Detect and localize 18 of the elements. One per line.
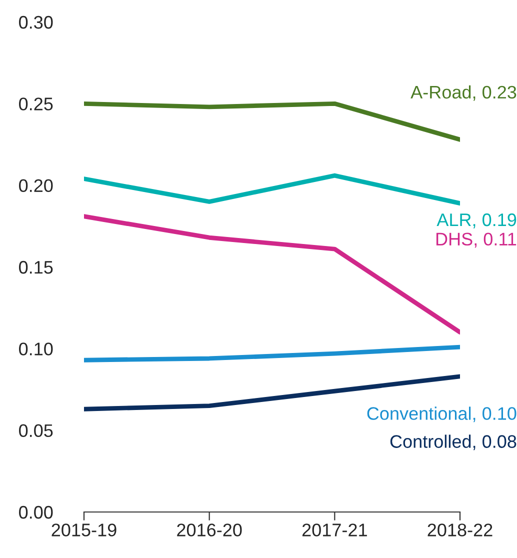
y-tick-label: 0.25 [19,98,53,110]
x-tick-label: 2015-19 [52,524,116,536]
y-tick-label: 0.00 [19,506,53,519]
annotation: Conventional, 0.10 [367,406,516,422]
y-tick-label: 0.10 [19,342,53,356]
y-tick-label: 0.05 [19,424,53,438]
annotation: ALR, 0.19 [436,213,516,228]
x-tick-label: 2018-22 [428,524,492,536]
line-series [84,344,460,362]
annotation: Controlled, 0.08 [390,434,516,450]
line-series [84,173,460,206]
x-tick-label: 2016-20 [177,524,242,536]
annotation: A-Road, 0.23 [410,85,516,101]
y-tick-label: 0.15 [19,260,53,274]
x-tick-label: 2017-21 [302,524,367,536]
annotation: DHS, 0.11 [436,232,516,248]
y-tick-label: 0.20 [19,179,53,192]
y-tick-label: 0.30 [19,16,53,29]
